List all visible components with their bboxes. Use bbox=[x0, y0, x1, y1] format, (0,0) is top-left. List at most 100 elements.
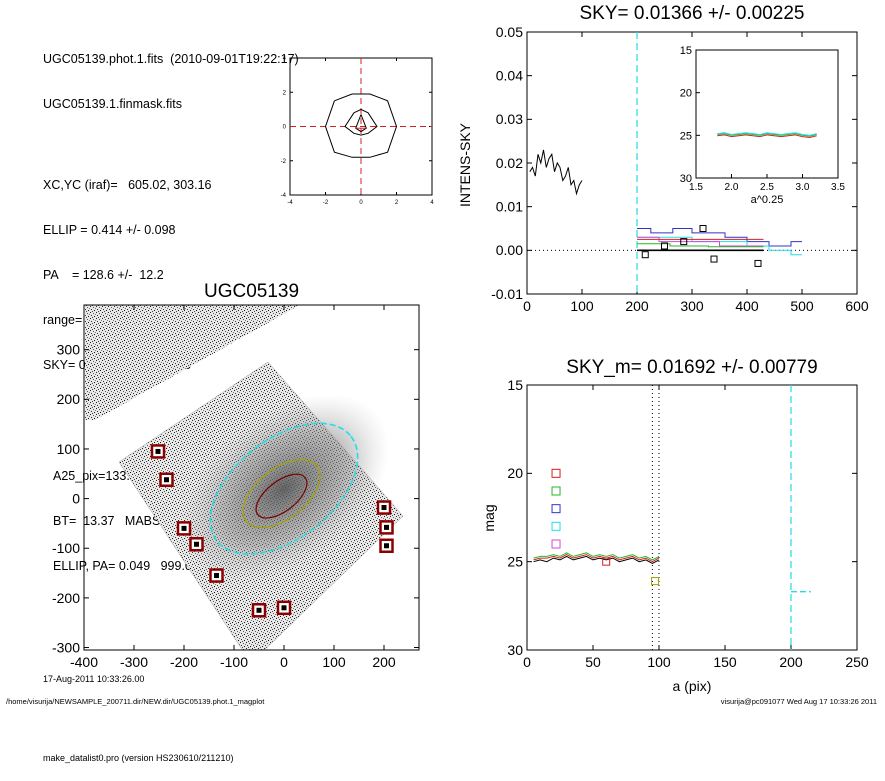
x-tick-label: 0 bbox=[280, 654, 288, 670]
header-line-center: XC,YC (iraf)= 605.02, 303.16 bbox=[43, 178, 212, 192]
mag-legend-marker-blue bbox=[551, 504, 561, 514]
mag-point-marker bbox=[651, 577, 660, 586]
header-program: make_datalist0.pro (version HS230610/211… bbox=[43, 753, 234, 763]
y-tick-label: 30 bbox=[507, 642, 523, 658]
mask-box-center bbox=[384, 524, 389, 530]
y-tick-label: 0 bbox=[72, 490, 80, 506]
mask-box-center bbox=[164, 477, 169, 483]
image-layer bbox=[85, 305, 404, 650]
mask-box-center bbox=[155, 448, 161, 454]
y-tick-label: -2 bbox=[281, 159, 287, 165]
x-tick-label: 50 bbox=[585, 654, 601, 670]
inset-line-cyan bbox=[717, 132, 817, 136]
mag-line-black bbox=[533, 555, 660, 564]
mag-legend-marker-cyan bbox=[551, 521, 561, 531]
y-tick-label: 0.03 bbox=[496, 111, 523, 127]
x-tick-label: 400 bbox=[735, 298, 759, 314]
header-line-file: UGC05139.phot.1.fits (2010-09-01T19:22:1… bbox=[43, 52, 299, 66]
sky-square-marker bbox=[699, 225, 707, 232]
x-tick-label: -2 bbox=[323, 200, 329, 206]
header-date: 17-Aug-2011 10:33:26.00 bbox=[43, 674, 145, 684]
x-tick-label: -100 bbox=[220, 654, 248, 670]
sky-plot-title: SKY= 0.01366 +/- 0.00225 bbox=[579, 3, 804, 24]
x-tick-label: 0 bbox=[523, 654, 531, 670]
isophote-ellipse-cyan bbox=[209, 422, 359, 555]
image-strip bbox=[85, 305, 300, 420]
mag-legend-marker-green bbox=[551, 486, 561, 496]
x-tick-label: 100 bbox=[322, 654, 346, 670]
x-tick-label: 2 bbox=[395, 200, 399, 206]
inset-x-tick-label: 3.5 bbox=[831, 182, 845, 193]
x-tick-label: -400 bbox=[70, 654, 98, 670]
y-tick-label: 4 bbox=[283, 56, 287, 62]
inset-x-tick-label: 1.5 bbox=[689, 182, 703, 193]
inset-x-tick-label: 2.5 bbox=[760, 182, 774, 193]
x-tick-label: 100 bbox=[570, 298, 594, 314]
x-tick-label: -4 bbox=[287, 200, 293, 206]
sky-plot-ylabel: INTENS-SKY bbox=[457, 122, 473, 207]
inset-line-red bbox=[717, 134, 817, 139]
inset-x-tick-label: 2.0 bbox=[725, 182, 739, 193]
x-tick-label: 500 bbox=[790, 298, 814, 314]
header-line-ellip-pa: ELLIP, PA= 0.049 999.0 bbox=[53, 559, 192, 573]
image-plot-title: UGC05139 bbox=[204, 281, 299, 302]
sky-step-blue bbox=[637, 228, 802, 247]
sky-square-marker bbox=[710, 255, 718, 263]
y-tick-label: -200 bbox=[52, 590, 80, 606]
isophote-ellipse-olive bbox=[242, 459, 321, 529]
x-tick-label: 0 bbox=[359, 200, 363, 206]
mag-line-red bbox=[533, 554, 660, 563]
mask-box-center bbox=[384, 543, 389, 549]
sky-step-magenta bbox=[637, 236, 764, 247]
x-tick-label: 150 bbox=[713, 654, 737, 670]
header-line-ellip: ELLIP = 0.414 +/- 0.098 bbox=[43, 223, 176, 237]
inset-y-tick-label: 20 bbox=[680, 88, 692, 100]
y-tick-label: 0.04 bbox=[496, 68, 523, 84]
sky-square-marker bbox=[754, 259, 762, 267]
sky-step-green bbox=[637, 243, 764, 248]
mask-box-center bbox=[194, 541, 199, 547]
x-tick-label: -200 bbox=[170, 654, 198, 670]
isophote-ellipse-maroon bbox=[255, 473, 308, 519]
sky-square-marker bbox=[661, 242, 668, 250]
y-tick-label: -0.01 bbox=[491, 286, 523, 302]
sky-profile-line bbox=[529, 149, 583, 196]
contour-middle bbox=[344, 108, 378, 136]
y-tick-label: -100 bbox=[52, 540, 80, 556]
inset-y-tick-label: 15 bbox=[680, 45, 692, 57]
y-tick-label: 0.02 bbox=[496, 155, 523, 171]
y-tick-label: 200 bbox=[57, 391, 81, 407]
inset-frame bbox=[695, 49, 839, 179]
mag-legend-marker-red bbox=[551, 468, 561, 478]
y-tick-label: 0.00 bbox=[496, 242, 523, 258]
y-tick-label: 0.01 bbox=[496, 199, 523, 215]
y-tick-label: 0 bbox=[283, 125, 287, 131]
inset-x-tick-label: 3.0 bbox=[796, 182, 810, 193]
inset-xlabel: a^0.25 bbox=[751, 194, 784, 206]
x-tick-label: 200 bbox=[779, 654, 803, 670]
mag-point-marker bbox=[602, 557, 611, 566]
mask-box-center bbox=[181, 525, 187, 531]
x-tick-label: 100 bbox=[647, 654, 671, 670]
x-tick-label: -300 bbox=[120, 654, 148, 670]
x-tick-label: 200 bbox=[372, 654, 396, 670]
mag-plot-xlabel: a (pix) bbox=[673, 678, 712, 694]
mask-box-center bbox=[214, 573, 219, 579]
mask-box-center bbox=[256, 607, 262, 613]
footer-left: /home/visurija/NEWSAMPLE_200711.dir/NEW.… bbox=[6, 697, 265, 706]
inset-y-tick-label: 25 bbox=[680, 130, 692, 142]
y-tick-label: 2 bbox=[283, 90, 287, 96]
x-tick-label: 600 bbox=[845, 298, 869, 314]
mag-legend-marker-magenta bbox=[551, 539, 561, 549]
footer-right: visurija@pc091077 Wed Aug 17 10:33:26 20… bbox=[720, 697, 877, 706]
y-tick-label: -4 bbox=[281, 193, 287, 199]
y-tick-label: 0.05 bbox=[496, 24, 523, 40]
inset-y-tick-label: 30 bbox=[680, 173, 692, 185]
header-line-pa: PA = 128.6 +/- 12.2 bbox=[43, 268, 164, 282]
inset-line-green bbox=[717, 133, 817, 137]
galaxy-glow bbox=[178, 394, 390, 584]
image-plot-frame bbox=[83, 304, 420, 651]
y-tick-label: 15 bbox=[507, 377, 523, 393]
x-tick-label: 4 bbox=[430, 200, 434, 206]
